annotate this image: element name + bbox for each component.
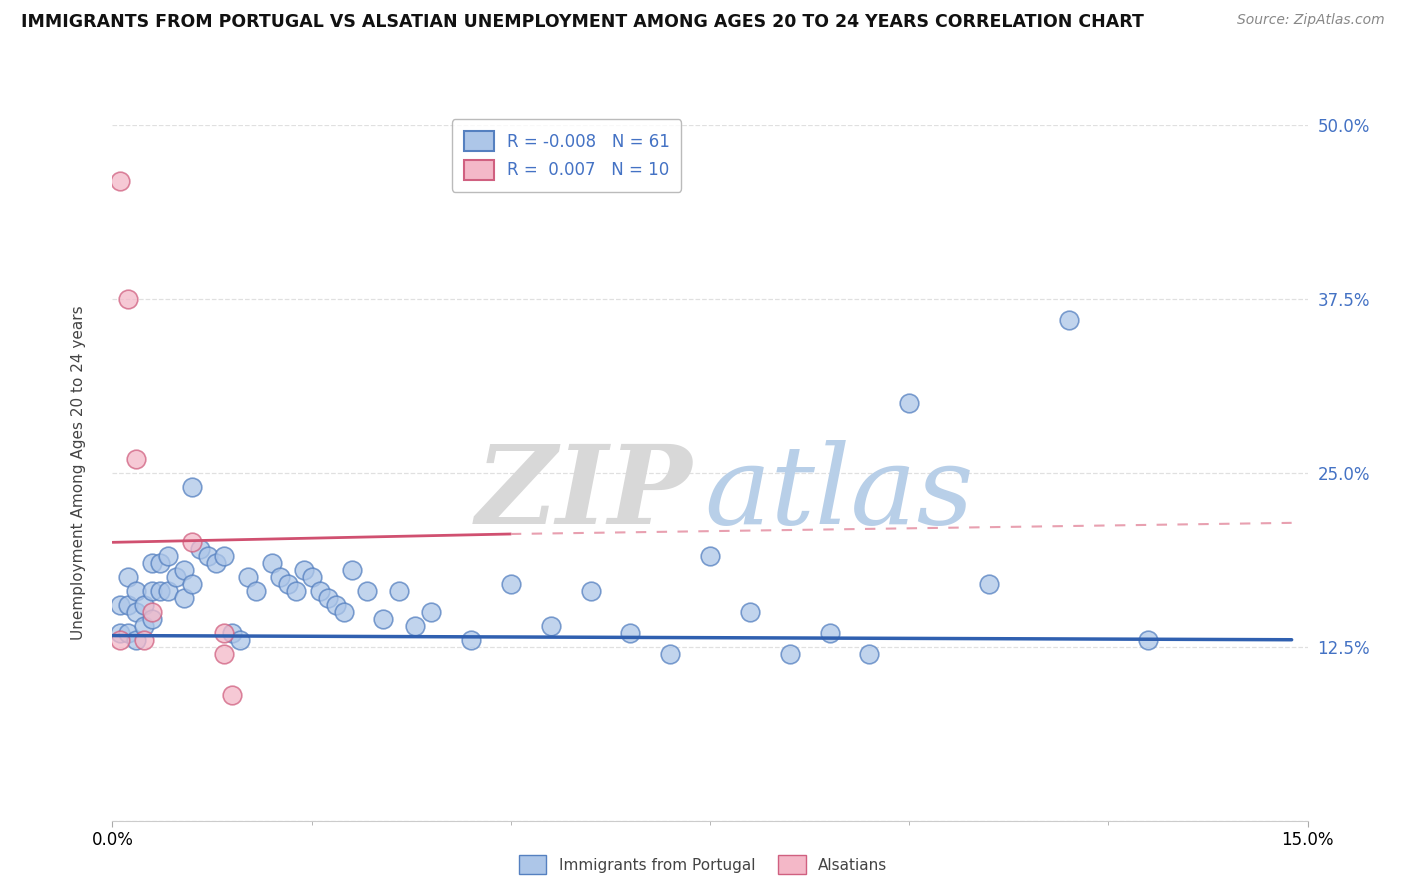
Text: IMMIGRANTS FROM PORTUGAL VS ALSATIAN UNEMPLOYMENT AMONG AGES 20 TO 24 YEARS CORR: IMMIGRANTS FROM PORTUGAL VS ALSATIAN UNE… xyxy=(21,13,1144,31)
Point xyxy=(619,625,641,640)
Point xyxy=(499,577,522,591)
Point xyxy=(818,625,841,640)
Point xyxy=(373,612,395,626)
Point xyxy=(212,549,235,564)
Y-axis label: Unemployment Among Ages 20 to 24 years: Unemployment Among Ages 20 to 24 years xyxy=(72,305,86,640)
Point xyxy=(188,542,211,557)
Point xyxy=(1137,632,1160,647)
Text: Source: ZipAtlas.com: Source: ZipAtlas.com xyxy=(1237,13,1385,28)
Point xyxy=(229,632,252,647)
Point xyxy=(134,632,156,647)
Point xyxy=(173,591,195,605)
Text: atlas: atlas xyxy=(704,440,974,548)
Point xyxy=(165,570,187,584)
Point xyxy=(117,570,139,584)
Point xyxy=(117,598,139,612)
Point xyxy=(117,625,139,640)
Point xyxy=(125,605,148,619)
Point xyxy=(245,584,267,599)
Point xyxy=(181,577,204,591)
Point xyxy=(340,563,363,577)
Point xyxy=(157,549,180,564)
Point xyxy=(157,584,180,599)
Point xyxy=(269,570,291,584)
Point xyxy=(699,549,721,564)
Point xyxy=(141,556,163,570)
Point xyxy=(284,584,307,599)
Point xyxy=(134,598,156,612)
Point xyxy=(858,647,880,661)
Point xyxy=(977,577,1000,591)
Point xyxy=(212,625,235,640)
Point xyxy=(110,173,132,187)
Point xyxy=(205,556,228,570)
Point xyxy=(212,647,235,661)
Legend: Immigrants from Portugal, Alsatians: Immigrants from Portugal, Alsatians xyxy=(513,849,893,880)
Point xyxy=(420,605,443,619)
Point xyxy=(1057,312,1080,326)
Point xyxy=(332,605,354,619)
Point xyxy=(260,556,283,570)
Point xyxy=(181,480,204,494)
Point xyxy=(738,605,761,619)
Legend: R = -0.008   N = 61, R =  0.007   N = 10: R = -0.008 N = 61, R = 0.007 N = 10 xyxy=(451,120,682,192)
Point xyxy=(316,591,339,605)
Point xyxy=(308,584,330,599)
Point xyxy=(125,632,148,647)
Point xyxy=(301,570,323,584)
Point xyxy=(149,556,172,570)
Point xyxy=(388,584,411,599)
Point xyxy=(460,632,482,647)
Point xyxy=(149,584,172,599)
Point xyxy=(221,689,243,703)
Point xyxy=(110,625,132,640)
Point xyxy=(110,632,132,647)
Point xyxy=(659,647,682,661)
Point xyxy=(141,612,163,626)
Point xyxy=(898,396,921,410)
Point xyxy=(197,549,219,564)
Point xyxy=(141,584,163,599)
Point xyxy=(325,598,347,612)
Point xyxy=(141,605,163,619)
Point xyxy=(236,570,259,584)
Point xyxy=(221,625,243,640)
Point xyxy=(125,451,148,466)
Point xyxy=(579,584,602,599)
Point xyxy=(779,647,801,661)
Point xyxy=(181,535,204,549)
Point xyxy=(404,619,426,633)
Point xyxy=(356,584,378,599)
Point xyxy=(173,563,195,577)
Point xyxy=(117,292,139,306)
Point xyxy=(110,598,132,612)
Point xyxy=(134,619,156,633)
Text: ZIP: ZIP xyxy=(475,440,692,548)
Point xyxy=(277,577,299,591)
Point xyxy=(540,619,562,633)
Point xyxy=(125,584,148,599)
Point xyxy=(292,563,315,577)
